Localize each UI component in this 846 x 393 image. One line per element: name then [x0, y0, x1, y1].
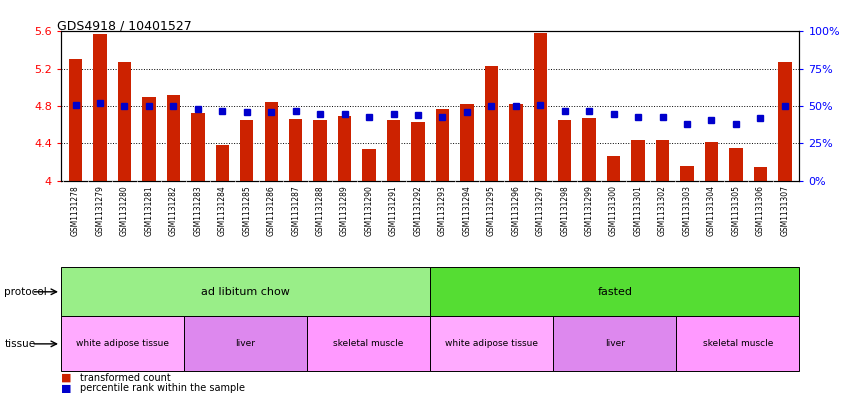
Bar: [705, 141, 718, 181]
Text: GSM1131287: GSM1131287: [291, 185, 300, 236]
Bar: [534, 33, 547, 181]
Bar: [485, 66, 498, 181]
Text: ad libitum chow: ad libitum chow: [201, 287, 290, 297]
Text: GSM1131305: GSM1131305: [732, 185, 740, 236]
Text: fasted: fasted: [597, 287, 632, 297]
Bar: [656, 140, 669, 181]
Text: GSM1131304: GSM1131304: [707, 185, 716, 236]
Text: GDS4918 / 10401527: GDS4918 / 10401527: [57, 20, 191, 33]
Text: GSM1131280: GSM1131280: [120, 185, 129, 236]
Text: white adipose tissue: white adipose tissue: [445, 340, 538, 348]
Text: GSM1131283: GSM1131283: [194, 185, 202, 236]
Bar: [61, 316, 184, 371]
Bar: [265, 102, 278, 181]
Text: GSM1131282: GSM1131282: [169, 185, 178, 236]
Text: percentile rank within the sample: percentile rank within the sample: [80, 383, 244, 393]
Bar: [558, 120, 571, 181]
Text: GSM1131301: GSM1131301: [634, 185, 643, 236]
Bar: [778, 62, 792, 181]
Text: protocol: protocol: [4, 287, 47, 297]
Text: GSM1131300: GSM1131300: [609, 185, 618, 236]
Text: skeletal muscle: skeletal muscle: [333, 340, 404, 348]
Bar: [436, 109, 449, 181]
Text: tissue: tissue: [4, 339, 36, 349]
Text: GSM1131285: GSM1131285: [242, 185, 251, 236]
Text: skeletal muscle: skeletal muscle: [703, 340, 773, 348]
Bar: [680, 166, 694, 181]
Bar: [191, 113, 205, 181]
Text: GSM1131307: GSM1131307: [780, 185, 789, 236]
Bar: [631, 140, 645, 181]
Bar: [582, 118, 596, 181]
Bar: [460, 104, 474, 181]
Bar: [607, 156, 620, 181]
Text: GSM1131286: GSM1131286: [266, 185, 276, 236]
Text: GSM1131303: GSM1131303: [683, 185, 691, 236]
Bar: [142, 97, 156, 181]
Bar: [240, 120, 254, 181]
Text: ■: ■: [61, 373, 71, 383]
Bar: [313, 120, 327, 181]
Bar: [553, 316, 676, 371]
Bar: [118, 62, 131, 181]
Text: GSM1131290: GSM1131290: [365, 185, 374, 236]
Text: liver: liver: [235, 340, 255, 348]
Bar: [362, 149, 376, 181]
Text: GSM1131294: GSM1131294: [463, 185, 471, 236]
Text: transformed count: transformed count: [80, 373, 170, 383]
Text: GSM1131306: GSM1131306: [755, 185, 765, 236]
Bar: [216, 145, 229, 181]
Text: GSM1131288: GSM1131288: [316, 185, 325, 236]
Bar: [430, 316, 553, 371]
Text: GSM1131297: GSM1131297: [536, 185, 545, 236]
Text: GSM1131298: GSM1131298: [560, 185, 569, 236]
Text: liver: liver: [605, 340, 625, 348]
Bar: [184, 316, 307, 371]
Bar: [289, 119, 302, 181]
Text: GSM1131292: GSM1131292: [414, 185, 422, 236]
Bar: [754, 167, 767, 181]
Text: white adipose tissue: white adipose tissue: [76, 340, 169, 348]
Bar: [676, 316, 799, 371]
Bar: [387, 120, 400, 181]
Bar: [93, 34, 107, 181]
Text: GSM1131291: GSM1131291: [389, 185, 398, 236]
Bar: [338, 116, 351, 181]
Text: GSM1131299: GSM1131299: [585, 185, 594, 236]
Text: GSM1131296: GSM1131296: [511, 185, 520, 236]
Bar: [430, 267, 799, 316]
Bar: [307, 316, 430, 371]
Bar: [61, 267, 430, 316]
Text: GSM1131284: GSM1131284: [217, 185, 227, 236]
Bar: [411, 122, 425, 181]
Text: ■: ■: [61, 383, 71, 393]
Bar: [509, 104, 523, 181]
Text: GSM1131279: GSM1131279: [96, 185, 105, 236]
Bar: [167, 95, 180, 181]
Text: GSM1131302: GSM1131302: [658, 185, 667, 236]
Text: GSM1131278: GSM1131278: [71, 185, 80, 236]
Text: GSM1131281: GSM1131281: [145, 185, 153, 236]
Bar: [729, 148, 743, 181]
Text: GSM1131295: GSM1131295: [486, 185, 496, 236]
Text: GSM1131293: GSM1131293: [438, 185, 447, 236]
Text: GSM1131289: GSM1131289: [340, 185, 349, 236]
Bar: [69, 59, 82, 181]
